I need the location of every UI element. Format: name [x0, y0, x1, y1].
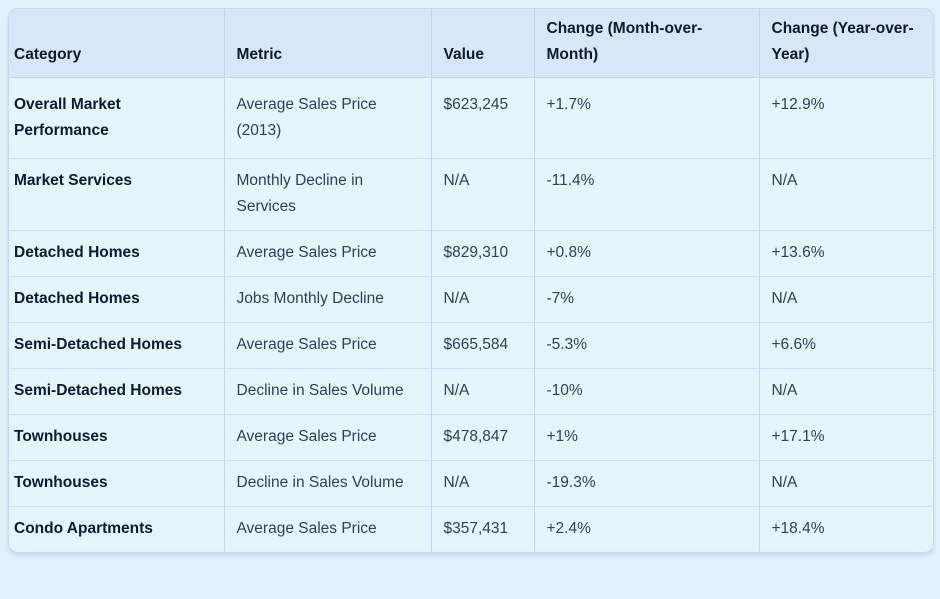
cell-change_yoy: N/A	[758, 276, 933, 323]
table-row: Condo Apartments Average Sales Price $357,…	[9, 506, 933, 552]
column-header-category: Category	[9, 9, 224, 78]
cell-category: Semi-Detached Homes	[9, 368, 224, 415]
column-header-change_mom: Change (Month-over-Month)	[533, 9, 759, 78]
cell-value: N/A	[430, 158, 534, 231]
cell-category: Townhouses	[9, 460, 224, 507]
cell-value: $665,584	[430, 322, 534, 369]
cell-change_yoy: N/A	[758, 158, 933, 231]
cell-metric: Monthly Decline in Services	[223, 158, 431, 231]
table-row: Detached Homes Average Sales Price $829,31…	[9, 230, 933, 277]
table-row: Overall Market Performance Average Sales …	[9, 77, 933, 159]
header-row: Category Metric Value Change (Month-over-Mo…	[9, 9, 933, 78]
table-row: Townhouses Decline in Sales Volume N/A -19.…	[9, 460, 933, 507]
cell-change_yoy: +6.6%	[758, 322, 933, 369]
table-header: Category Metric Value Change (Month-over-Mo…	[9, 9, 933, 78]
cell-metric: Decline in Sales Volume	[223, 368, 431, 415]
cell-value: $829,310	[430, 230, 534, 277]
cell-change_mom: -10%	[533, 368, 759, 415]
cell-change_mom: +0.8%	[533, 230, 759, 277]
cell-metric: Jobs Monthly Decline	[223, 276, 431, 323]
cell-change_yoy: N/A	[758, 368, 933, 415]
table-row: Semi-Detached Homes Decline in Sales Volu…	[9, 368, 933, 415]
cell-metric: Average Sales Price	[223, 322, 431, 369]
cell-metric: Average Sales Price	[223, 414, 431, 461]
cell-change_mom: +1%	[533, 414, 759, 461]
column-header-value: Value	[430, 9, 534, 78]
cell-change_yoy: +13.6%	[758, 230, 933, 277]
cell-metric: Average Sales Price	[223, 506, 431, 552]
cell-change_mom: +1.7%	[533, 77, 759, 159]
cell-change_yoy: +12.9%	[758, 77, 933, 159]
cell-category: Condo Apartments	[9, 506, 224, 552]
cell-category: Detached Homes	[9, 230, 224, 277]
cell-category: Market Services	[9, 158, 224, 231]
cell-value: N/A	[430, 368, 534, 415]
cell-change_yoy: N/A	[758, 460, 933, 507]
column-header-change_yoy: Change (Year-over-Year)	[758, 9, 933, 78]
cell-change_mom: -11.4%	[533, 158, 759, 231]
cell-value: N/A	[430, 460, 534, 507]
market-data-table: Category Metric Value Change (Month-over-Mo…	[9, 9, 933, 552]
cell-change_mom: -7%	[533, 276, 759, 323]
cell-category: Townhouses	[9, 414, 224, 461]
cell-change_yoy: +18.4%	[758, 506, 933, 552]
cell-category: Detached Homes	[9, 276, 224, 323]
table-row: Semi-Detached Homes Average Sales Price $6…	[9, 322, 933, 369]
column-header-metric: Metric	[223, 9, 431, 78]
cell-value: $357,431	[430, 506, 534, 552]
cell-value: $478,847	[430, 414, 534, 461]
market-table-card: Category Metric Value Change (Month-over-Mo…	[8, 8, 934, 553]
cell-change_mom: +2.4%	[533, 506, 759, 552]
cell-metric: Average Sales Price (2013)	[223, 77, 431, 159]
table-row: Townhouses Average Sales Price $478,847 +1%…	[9, 414, 933, 461]
table-body: Overall Market Performance Average Sales …	[9, 77, 933, 552]
cell-value: $623,245	[430, 77, 534, 159]
cell-metric: Average Sales Price	[223, 230, 431, 277]
cell-value: N/A	[430, 276, 534, 323]
table-row: Market Services Monthly Decline in Servic…	[9, 158, 933, 231]
table-row: Detached Homes Jobs Monthly Decline N/A -7%…	[9, 276, 933, 323]
cell-change_mom: -5.3%	[533, 322, 759, 369]
cell-category: Overall Market Performance	[9, 77, 224, 159]
cell-metric: Decline in Sales Volume	[223, 460, 431, 507]
cell-change_mom: -19.3%	[533, 460, 759, 507]
cell-category: Semi-Detached Homes	[9, 322, 224, 369]
cell-change_yoy: +17.1%	[758, 414, 933, 461]
